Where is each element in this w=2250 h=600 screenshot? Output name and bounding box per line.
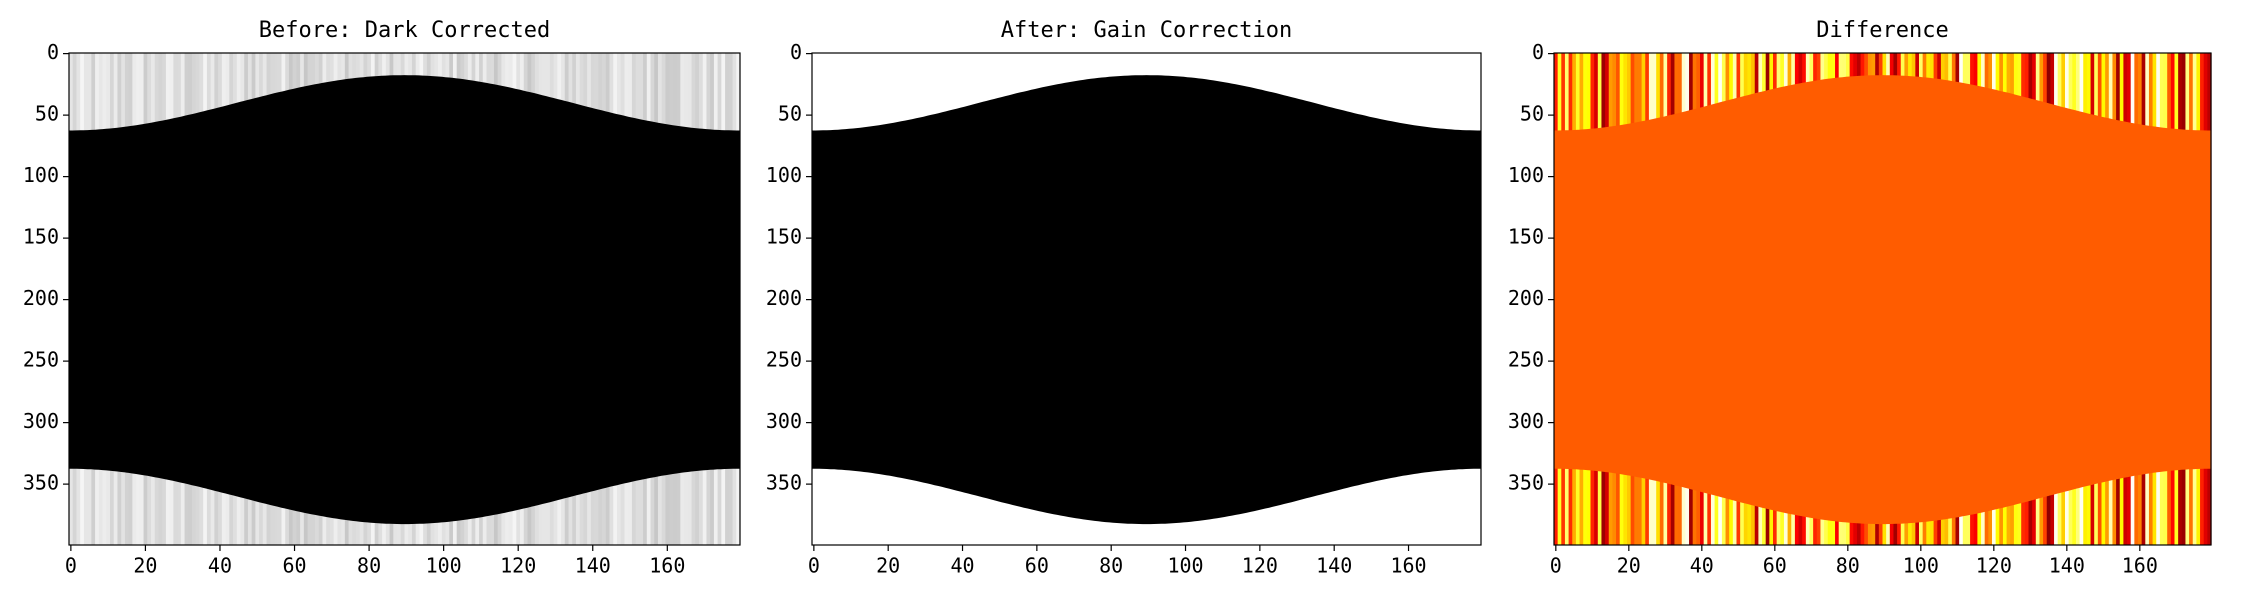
image-band — [69, 75, 740, 525]
y-tick-label: 300 — [23, 409, 59, 433]
x-tick-label: 20 — [1617, 554, 1641, 578]
x-tick-label: 100 — [1167, 554, 1203, 578]
x-tick-label: 80 — [357, 554, 381, 578]
x-tick-label: 160 — [649, 554, 685, 578]
y-tick-label: 100 — [1508, 163, 1544, 187]
x-tick-label: 100 — [426, 554, 462, 578]
x-tick-label: 60 — [1025, 554, 1049, 578]
y-tick-label: 250 — [23, 348, 59, 372]
y-tick-label: 0 — [1532, 40, 1544, 64]
y-tick-label: 350 — [766, 471, 802, 495]
axes-frame — [1553, 52, 2212, 546]
y-tick-label: 200 — [766, 286, 802, 310]
y-tick-label: 300 — [1508, 409, 1544, 433]
x-tick-label: 40 — [950, 554, 974, 578]
y-tick-label: 350 — [23, 471, 59, 495]
x-tick-label: 60 — [1763, 554, 1787, 578]
x-tick-label: 140 — [575, 554, 611, 578]
x-tick-label: 120 — [500, 554, 536, 578]
y-tick-label: 200 — [1508, 286, 1544, 310]
x-tick-label: 120 — [1242, 554, 1278, 578]
x-tick-label: 140 — [2049, 554, 2085, 578]
x-tick-label: 100 — [1903, 554, 1939, 578]
y-tick-label: 100 — [766, 163, 802, 187]
y-tick-label: 250 — [1508, 348, 1544, 372]
x-tick-label: 0 — [1550, 554, 1562, 578]
y-tick-label: 150 — [766, 225, 802, 249]
y-tick-label: 200 — [23, 286, 59, 310]
x-tick-label: 140 — [1316, 554, 1352, 578]
y-tick-label: 150 — [23, 225, 59, 249]
x-tick-label: 60 — [282, 554, 306, 578]
y-tick-label: 50 — [35, 102, 59, 126]
axes-frame — [811, 52, 1482, 546]
y-tick-label: 0 — [790, 40, 802, 64]
y-tick-label: 50 — [1520, 102, 1544, 126]
x-tick-label: 160 — [1390, 554, 1426, 578]
image-panel: Before: Dark Corrected 0 20 40 60 80 100 120 140… — [23, 18, 741, 578]
axes-frame — [68, 52, 741, 546]
x-tick-label: 40 — [1690, 554, 1714, 578]
y-tick-label: 100 — [23, 163, 59, 187]
x-tick-label: 120 — [1976, 554, 2012, 578]
image-band — [812, 75, 1481, 525]
image-panel: After: Gain Correction 0 20 40 60 80 100 120 140… — [766, 18, 1482, 578]
y-tick-label: 350 — [1508, 471, 1544, 495]
x-tick-label: 0 — [808, 554, 820, 578]
x-tick-label: 0 — [65, 554, 77, 578]
y-tick-label: 50 — [778, 102, 802, 126]
x-tick-label: 20 — [133, 554, 157, 578]
x-tick-label: 80 — [1836, 554, 1860, 578]
x-tick-label: 160 — [2122, 554, 2158, 578]
x-tick-label: 20 — [876, 554, 900, 578]
x-tick-label: 40 — [208, 554, 232, 578]
y-tick-label: 0 — [47, 40, 59, 64]
x-tick-label: 80 — [1099, 554, 1123, 578]
chart-title: Before: Dark Corrected — [259, 18, 550, 43]
y-tick-label: 250 — [766, 348, 802, 372]
chart-title: After: Gain Correction — [1001, 18, 1292, 43]
y-tick-label: 300 — [766, 409, 802, 433]
image-band — [1554, 75, 2211, 525]
y-tick-label: 150 — [1508, 225, 1544, 249]
image-panel: Difference 0 20 40 60 80 100 120 140 160 0 50 100 150… — [1508, 18, 2212, 578]
chart-title: Difference — [1816, 18, 1948, 43]
